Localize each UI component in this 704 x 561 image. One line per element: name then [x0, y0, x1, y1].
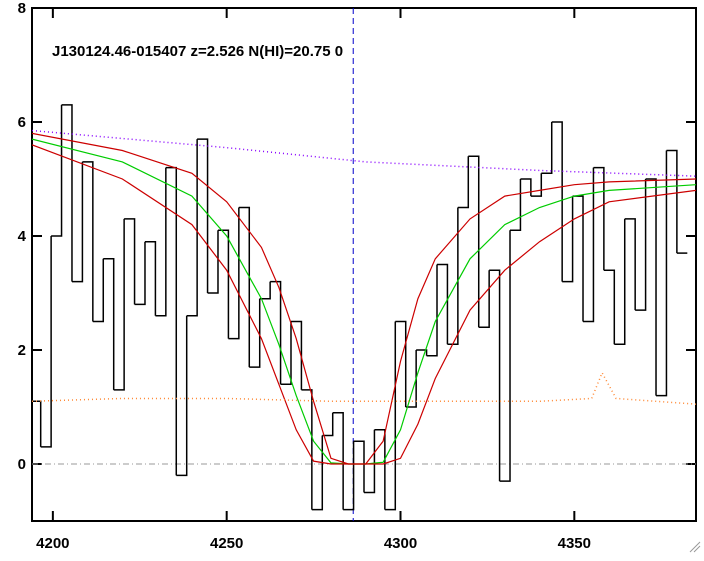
flux-step: [593, 166, 605, 271]
flux-step: [551, 121, 563, 282]
flux-step: [155, 167, 167, 317]
flux-step: [249, 298, 261, 368]
flux-step: [270, 280, 282, 385]
flux-step: [437, 263, 449, 345]
model-curve: [32, 132, 696, 465]
flux-step: [541, 122, 553, 175]
y-tick-label: 8: [18, 0, 26, 17]
flux-step: [51, 104, 63, 237]
y-tick-label: 6: [18, 114, 26, 131]
flux-step: [228, 207, 240, 340]
resize-grip: [689, 541, 701, 553]
flux-step: [405, 350, 417, 408]
flux-step: [645, 178, 657, 396]
flux-step: [530, 173, 543, 197]
model-curve: [32, 144, 696, 465]
y-tick-label: 0: [18, 456, 26, 473]
flux-step: [103, 258, 115, 390]
flux-step: [197, 138, 209, 293]
flux-step: [364, 429, 376, 494]
flux-step: [426, 264, 438, 357]
flux-step: [384, 321, 397, 511]
flux-step: [457, 156, 470, 209]
flux-step: [603, 269, 616, 345]
flux-step: [499, 230, 511, 482]
flux-step: [259, 281, 271, 300]
flux-step: [332, 411, 344, 510]
flux-step: [666, 149, 678, 254]
flux-step: [322, 412, 334, 437]
flux-step: [562, 196, 574, 283]
flux-step: [489, 269, 501, 482]
flux-step: [186, 139, 198, 317]
flux-step: [40, 236, 52, 448]
flux-step: [124, 218, 136, 305]
flux-step: [583, 167, 595, 323]
flux-step: [624, 218, 636, 311]
chart-title: J130124.46-015407 z=2.526 N(HI)=20.75 0: [52, 43, 343, 60]
x-tick-label: 4350: [558, 535, 591, 552]
flux-step: [134, 241, 146, 306]
flux-step: [207, 230, 219, 294]
flux-step: [144, 240, 157, 316]
flux-step: [395, 320, 407, 407]
plot-frame: [31, 7, 697, 522]
flux-step: [82, 161, 94, 322]
model-curve: [32, 138, 696, 465]
flux-step: [478, 270, 490, 328]
flux-step: [614, 218, 626, 346]
flux-step: [280, 321, 292, 385]
flux-step: [635, 179, 647, 311]
flux-step: [374, 429, 386, 510]
x-tick-label: 4300: [384, 535, 417, 552]
flux-step: [238, 206, 251, 368]
flux-step: [61, 104, 73, 282]
flux-step: [217, 229, 230, 339]
flux-step: [353, 440, 365, 493]
flux-step: [510, 179, 522, 232]
flux-step: [416, 349, 428, 356]
flux-step: [113, 218, 125, 391]
y-tick-label: 2: [18, 342, 26, 359]
flux-step: [290, 320, 303, 390]
flux-step: [520, 178, 532, 197]
flux-step: [301, 389, 313, 510]
flux-step: [343, 441, 355, 511]
x-tick-label: 4200: [36, 535, 69, 552]
x-tick-label: 4250: [210, 535, 243, 552]
flux-step: [468, 155, 480, 328]
flux-step: [656, 150, 668, 397]
flux-step: [71, 161, 84, 283]
dotted-curve: [32, 371, 696, 405]
y-tick-label: 4: [18, 228, 27, 245]
flux-step: [176, 315, 188, 477]
flux-step: [311, 435, 324, 511]
flux-step: [447, 207, 459, 346]
flux-step: [92, 258, 105, 323]
